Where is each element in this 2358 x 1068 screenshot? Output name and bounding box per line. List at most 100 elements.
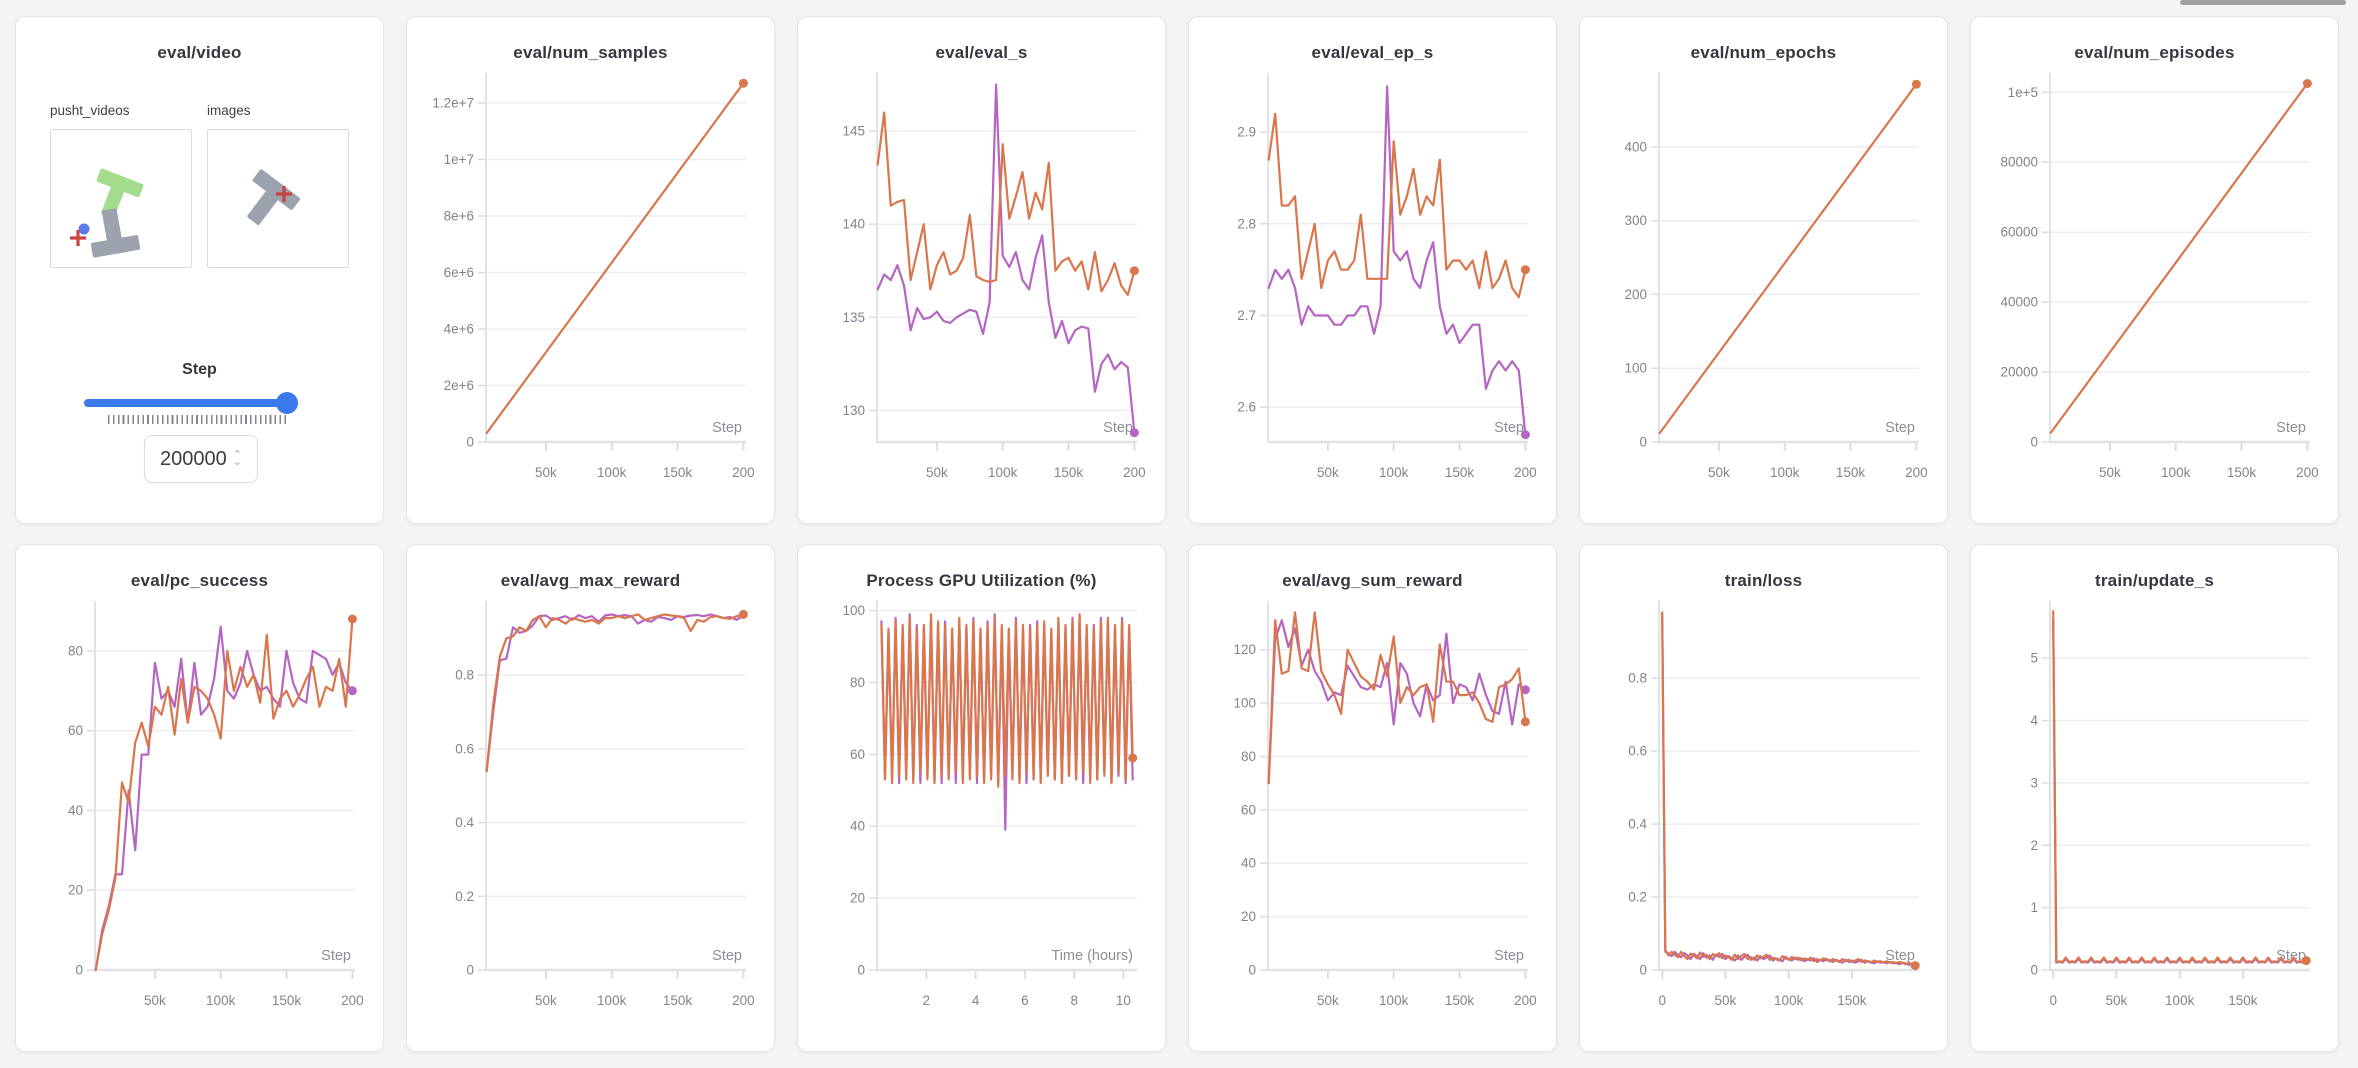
panel-eval-avg-sum-reward: eval/avg_sum_reward 0 20 40 60 80 100 120 50k 10… (1188, 544, 1557, 1052)
svg-text:0.4: 0.4 (1628, 817, 1647, 832)
svg-text:20: 20 (1241, 909, 1256, 924)
svg-text:4e+6: 4e+6 (444, 322, 474, 337)
svg-text:50k: 50k (1715, 993, 1737, 1008)
agent-dot (78, 223, 90, 235)
svg-text:6: 6 (1021, 993, 1029, 1008)
chart-title: eval/avg_max_reward (500, 571, 681, 590)
svg-text:2: 2 (923, 993, 931, 1008)
svg-text:50k: 50k (1317, 465, 1339, 480)
svg-text:Step: Step (321, 948, 351, 964)
svg-text:60: 60 (68, 723, 83, 738)
step-number-input[interactable]: 200000 ⌃ ⌄ (144, 435, 258, 483)
chart-eval-num-samples[interactable]: 0 2e+6 4e+6 6e+6 8e+6 1e+7 1.2e+7 50k 100k 150k 20… (422, 65, 759, 506)
step-value: 200000 (160, 447, 227, 470)
svg-text:100: 100 (1233, 696, 1256, 711)
svg-text:60: 60 (1241, 802, 1256, 817)
svg-text:0.6: 0.6 (1628, 744, 1647, 759)
svg-text:200: 200 (1123, 465, 1146, 480)
chart-title: train/update_s (2095, 571, 2214, 590)
pusht-video-thumbnail[interactable] (50, 129, 192, 268)
svg-text:200: 200 (341, 993, 364, 1008)
images-label: images (207, 103, 251, 118)
step-stepper[interactable]: ⌃ ⌄ (232, 449, 242, 468)
svg-text:0: 0 (2049, 993, 2057, 1008)
step-slider-track[interactable] (84, 399, 297, 407)
svg-text:0.8: 0.8 (1628, 671, 1647, 686)
svg-text:60: 60 (850, 747, 865, 762)
svg-text:50k: 50k (2106, 993, 2128, 1008)
svg-text:1.2e+7: 1.2e+7 (432, 96, 474, 111)
chart-eval-eval-s[interactable]: 130 135 140 145 50k 100k 150k 200 Step (813, 65, 1150, 506)
chart-title: eval/num_epochs (1690, 43, 1837, 62)
svg-text:20: 20 (850, 891, 865, 906)
chart-train-update-s[interactable]: 0 1 2 3 4 5 0 50k 100k 150k Step (1986, 593, 2323, 1034)
svg-text:80: 80 (68, 643, 83, 658)
chart-eval-avg-max-reward[interactable]: 0 0.2 0.4 0.6 0.8 50k 100k 150k 200 Step (422, 593, 759, 1034)
svg-text:4: 4 (2030, 713, 2038, 728)
chart-eval-num-epochs[interactable]: 0 100 200 300 400 50k 100k 150k 200 Step (1595, 65, 1932, 506)
svg-text:150k: 150k (663, 993, 693, 1008)
svg-text:Time (hours): Time (hours) (1051, 948, 1133, 964)
svg-text:100k: 100k (597, 465, 627, 480)
svg-text:100k: 100k (206, 993, 236, 1008)
svg-text:150k: 150k (1054, 465, 1084, 480)
svg-text:150k: 150k (2228, 993, 2258, 1008)
svg-text:100k: 100k (988, 465, 1018, 480)
svg-text:2.7: 2.7 (1237, 308, 1256, 323)
svg-text:0: 0 (1248, 963, 1256, 978)
svg-text:1: 1 (2030, 900, 2038, 915)
chart-eval-num-episodes[interactable]: 0 20000 40000 60000 80000 1e+5 50k 100k 150k 200 S… (1986, 65, 2323, 506)
svg-text:4: 4 (972, 993, 980, 1008)
svg-text:50k: 50k (1708, 465, 1730, 480)
svg-text:100k: 100k (2165, 993, 2195, 1008)
svg-text:0: 0 (466, 963, 474, 978)
step-slider-thumb[interactable] (276, 392, 298, 414)
svg-text:140: 140 (842, 217, 865, 232)
svg-text:100k: 100k (1770, 465, 1800, 480)
chart-title: eval/eval_ep_s (1311, 43, 1434, 62)
chart-process-gpu-utilization[interactable]: 0 20 40 60 80 100 2 4 6 8 10 Time (hours) (813, 593, 1150, 1034)
panel-eval-avg-max-reward: eval/avg_max_reward 0 0.2 0.4 0.6 0.8 50k 100k… (406, 544, 775, 1052)
svg-text:150k: 150k (1445, 465, 1475, 480)
svg-text:2.8: 2.8 (1237, 216, 1256, 231)
horizontal-scrollbar-thumb[interactable] (2180, 0, 2346, 5)
chart-eval-pc-success[interactable]: 0 20 40 60 80 50k 100k 150k 200 Step (31, 593, 368, 1034)
svg-text:200: 200 (2296, 465, 2319, 480)
svg-text:0.2: 0.2 (455, 889, 474, 904)
panel-train-loss: train/loss 0 0.2 0.4 0.6 0.8 0 50k 100k 150k Step (1579, 544, 1948, 1052)
svg-text:2.9: 2.9 (1237, 125, 1256, 140)
images-thumbnail[interactable] (207, 129, 349, 268)
svg-text:135: 135 (842, 310, 865, 325)
svg-text:Step: Step (1885, 948, 1915, 964)
panel-process-gpu-utilization: Process GPU Utilization (%) 0 20 40 60 80 100… (797, 544, 1166, 1052)
step-down-icon[interactable]: ⌄ (232, 456, 242, 468)
svg-text:2: 2 (2030, 838, 2038, 853)
target-cross-icon (276, 186, 292, 202)
svg-text:145: 145 (842, 124, 865, 139)
svg-text:200: 200 (1624, 287, 1647, 302)
panel-eval-eval-ep-s: eval/eval_ep_s 2.6 2.7 2.8 2.9 50k 100k 150k 20… (1188, 16, 1557, 524)
svg-text:50k: 50k (144, 993, 166, 1008)
svg-text:100k: 100k (1774, 993, 1804, 1008)
chart-train-loss[interactable]: 0 0.2 0.4 0.6 0.8 0 50k 100k 150k Step (1595, 593, 1932, 1034)
block-t-shape (247, 169, 301, 225)
panel-eval-eval-s: eval/eval_s 130 135 140 145 50k 100k 150k 200 St… (797, 16, 1166, 524)
svg-text:100: 100 (842, 603, 865, 618)
svg-text:100: 100 (1624, 361, 1647, 376)
svg-text:150k: 150k (272, 993, 302, 1008)
step-up-icon[interactable]: ⌃ (232, 449, 242, 462)
svg-text:60000: 60000 (2000, 225, 2038, 240)
pusht-video-frame (70, 168, 144, 258)
svg-text:Step: Step (712, 948, 742, 964)
svg-text:120: 120 (1233, 642, 1256, 657)
svg-text:1e+5: 1e+5 (2008, 85, 2038, 100)
svg-text:2e+6: 2e+6 (444, 378, 474, 393)
chart-eval-eval-ep-s[interactable]: 2.6 2.7 2.8 2.9 50k 100k 150k 200 Step (1204, 65, 1541, 506)
chart-eval-avg-sum-reward[interactable]: 0 20 40 60 80 100 120 50k 100k 150k 200 Step (1204, 593, 1541, 1034)
svg-text:80000: 80000 (2000, 155, 2038, 170)
svg-text:20: 20 (68, 883, 83, 898)
chart-title: train/loss (1724, 571, 1803, 590)
panel-eval-video: eval/video pusht_videos images (15, 16, 384, 524)
panel-eval-num-epochs: eval/num_epochs 0 100 200 300 400 50k 100k 150k… (1579, 16, 1948, 524)
